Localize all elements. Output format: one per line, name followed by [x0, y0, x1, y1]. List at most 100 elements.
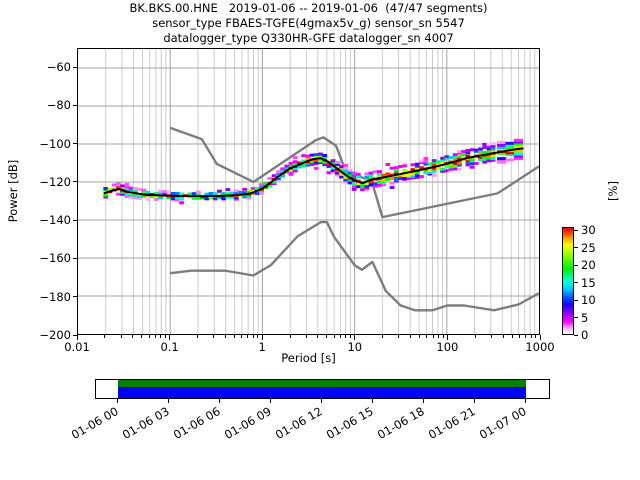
- x-minor-tick: [141, 335, 143, 338]
- x-minor-tick: [120, 335, 122, 338]
- colorbar-tick: [574, 282, 578, 284]
- y-major-tick: [73, 219, 77, 221]
- colorbar: [562, 227, 574, 335]
- y-tick-label: −120: [39, 174, 71, 189]
- time-tick-label: 01-06 06: [171, 404, 223, 442]
- y-major-tick: [73, 257, 77, 259]
- x-minor-tick: [518, 335, 520, 338]
- ppsd-mode-curve: [103, 147, 524, 198]
- time-axis-tick: [269, 399, 271, 403]
- colorbar-tick-label: 25: [581, 240, 596, 255]
- x-minor-tick: [491, 335, 493, 338]
- x-minor-tick: [502, 335, 504, 338]
- y-major-tick: [73, 181, 77, 183]
- x-minor-tick: [382, 335, 384, 338]
- x-tick-label: 100: [436, 340, 459, 354]
- y-major-tick: [73, 104, 77, 106]
- plot-title-line-3: datalogger_type Q330HR-GFE datalogger_sn…: [163, 31, 454, 45]
- coverage-data-strip: [118, 380, 526, 387]
- colorbar-label: [%]: [606, 181, 620, 201]
- colorbar-tick-label: 20: [581, 258, 596, 273]
- x-tick-label: 1000: [525, 340, 555, 354]
- time-tick-label: 01-07 00: [477, 404, 529, 442]
- coverage-segments-strip: [118, 387, 526, 398]
- ppsd-plot-canvas: [78, 49, 539, 334]
- colorbar-tick-label: 30: [581, 223, 596, 238]
- colorbar-tick: [574, 317, 578, 319]
- x-minor-tick: [160, 335, 162, 338]
- x-minor-tick: [164, 335, 166, 338]
- x-minor-tick: [339, 335, 341, 338]
- time-tick-label: 01-06 03: [120, 404, 172, 442]
- time-axis-tick: [167, 399, 169, 403]
- x-minor-tick: [432, 335, 434, 338]
- x-minor-tick: [437, 335, 439, 338]
- plot-title-line-2: sensor_type FBAES-TGFE(4gmax5v_g) sensor…: [152, 16, 465, 30]
- x-minor-tick: [252, 335, 254, 338]
- x-minor-tick: [289, 335, 291, 338]
- colorbar-tick: [574, 299, 578, 301]
- x-major-tick: [76, 335, 78, 340]
- time-tick-label: 01-06 21: [426, 404, 478, 442]
- noise-model-nlnm-curve: [170, 220, 539, 312]
- x-minor-tick: [257, 335, 259, 338]
- y-tick-label: −180: [39, 289, 71, 304]
- colorbar-tick: [574, 229, 578, 231]
- noise-model-nhnm-curve: [169, 126, 539, 219]
- time-tick-label: 01-06 15: [324, 404, 376, 442]
- time-axis-tick: [218, 399, 220, 403]
- x-major-tick: [169, 335, 171, 340]
- colorbar-tick-label: 15: [581, 275, 596, 290]
- colorbar-tick-label: 10: [581, 293, 596, 308]
- y-tick-label: −200: [39, 328, 71, 342]
- time-tick-label: 01-06 09: [222, 404, 274, 442]
- x-minor-tick: [233, 335, 235, 338]
- y-major-tick: [73, 334, 77, 336]
- x-major-tick: [446, 335, 448, 340]
- x-minor-tick: [410, 335, 412, 338]
- x-minor-tick: [104, 335, 106, 338]
- time-axis-tick: [116, 399, 118, 403]
- x-minor-tick: [148, 335, 150, 338]
- time-axis-tick: [473, 399, 475, 403]
- y-tick-label: −160: [39, 251, 71, 266]
- x-minor-tick: [154, 335, 156, 338]
- plot-area: [77, 48, 540, 335]
- x-minor-tick: [530, 335, 532, 338]
- time-tick-label: 01-06 12: [273, 404, 325, 442]
- x-axis-label: Period [s]: [281, 351, 336, 365]
- x-minor-tick: [419, 335, 421, 338]
- x-tick-label: 1: [258, 340, 266, 354]
- x-minor-tick: [247, 335, 249, 338]
- y-tick-label: −100: [39, 136, 71, 151]
- x-tick-label: 0.01: [64, 340, 90, 354]
- x-minor-tick: [535, 335, 537, 338]
- x-major-tick: [354, 335, 356, 340]
- x-minor-tick: [474, 335, 476, 338]
- colorbar-tick: [574, 334, 578, 336]
- x-minor-tick: [132, 335, 134, 338]
- x-minor-tick: [224, 335, 226, 338]
- plot-title-line-1: BK.BKS.00.HNE 2019-01-06 -- 2019-01-06 (…: [129, 1, 488, 15]
- x-minor-tick: [196, 335, 198, 338]
- x-major-tick: [261, 335, 263, 340]
- y-tick-label: −60: [46, 60, 71, 75]
- y-tick-label: −140: [39, 213, 71, 228]
- time-tick-label: 01-06 18: [375, 404, 427, 442]
- y-major-tick: [73, 66, 77, 68]
- time-axis-tick: [320, 399, 322, 403]
- x-minor-tick: [317, 335, 319, 338]
- x-minor-tick: [398, 335, 400, 338]
- x-minor-tick: [241, 335, 243, 338]
- time-axis-tick: [524, 399, 526, 403]
- x-minor-tick: [345, 335, 347, 338]
- x-tick-label: 10: [347, 340, 363, 354]
- y-tick-label: −80: [46, 98, 71, 113]
- x-minor-tick: [213, 335, 215, 338]
- x-minor-tick: [442, 335, 444, 338]
- colorbar-tick-label: 5: [581, 310, 589, 325]
- y-major-tick: [73, 296, 77, 298]
- x-tick-label: 0.1: [160, 340, 179, 354]
- time-axis-tick: [422, 399, 424, 403]
